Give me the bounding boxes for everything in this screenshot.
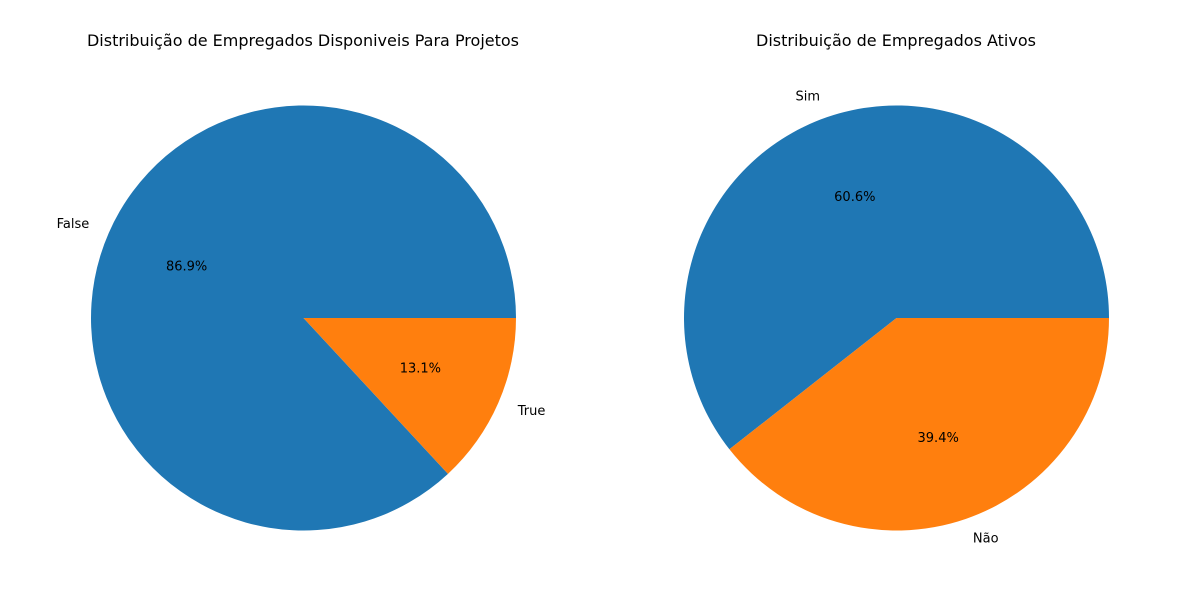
slice-label: True (517, 404, 546, 419)
slice-label: Não (973, 531, 999, 546)
slice-percentage: 13.1% (400, 362, 441, 377)
slice-percentage: 60.6% (834, 190, 875, 205)
pie-slice-true (303, 318, 516, 474)
slice-label: Sim (796, 90, 821, 105)
slice-percentage: 39.4% (918, 431, 959, 446)
pie-slice-false (90, 105, 517, 531)
pie-slice-não (729, 318, 1109, 531)
slice-percentage: 86.9% (166, 259, 207, 274)
chart-title: Distribuição de Empregados Ativos (756, 31, 1036, 50)
chart-title: Distribuição de Empregados Disponiveis P… (87, 31, 519, 50)
pie-chart-disponiveis: Distribuição de Empregados Disponiveis P… (57, 31, 546, 531)
slice-label: False (57, 217, 90, 232)
pie-slice-sim (683, 105, 1109, 450)
pie-chart-ativos: Distribuição de Empregados Ativos Sim 60.… (683, 31, 1109, 546)
